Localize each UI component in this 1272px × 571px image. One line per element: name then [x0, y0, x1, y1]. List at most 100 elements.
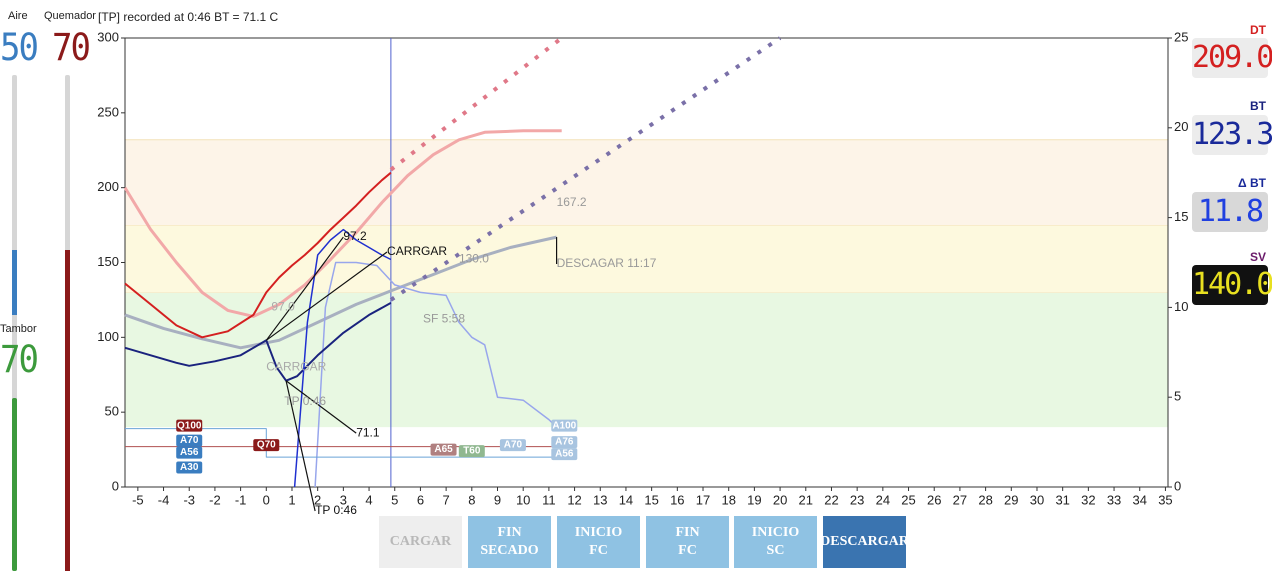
button-label: SECADO: [480, 543, 539, 558]
x-tick-label: 32: [1081, 492, 1095, 507]
event-tag: [176, 446, 203, 459]
button-label: CARGAR: [389, 534, 452, 549]
x-tick-label: 3: [340, 492, 347, 507]
readout-label: BT: [1250, 99, 1266, 113]
event-tag: [176, 419, 203, 432]
y2-tick-label: 20: [1174, 119, 1188, 134]
x-tick-label: 21: [799, 492, 813, 507]
button-label: FIN: [675, 525, 700, 540]
x-tick-label: 0: [263, 492, 270, 507]
readout-value: 11.8: [1192, 192, 1268, 232]
x-tick-label: 35: [1158, 492, 1172, 507]
x-tick-label: 18: [721, 492, 735, 507]
y-tick-label: 50: [105, 404, 119, 419]
y-tick-label: 0: [112, 478, 119, 493]
x-tick-label: -2: [209, 492, 221, 507]
button-label: SC: [766, 543, 785, 558]
x-tick-label: 26: [927, 492, 941, 507]
phase-band: [125, 292, 1168, 428]
curve: [389, 36, 782, 302]
event-tag-label: Q100: [177, 420, 202, 431]
x-tick-label: 5: [391, 492, 398, 507]
button-label: FC: [589, 543, 608, 558]
event-tag: [551, 436, 578, 449]
event-button[interactable]: INICIO SC: [734, 516, 817, 568]
slider-label: Quemador: [44, 10, 96, 22]
annotation: CARRGAR: [387, 244, 447, 258]
annotation: CARRGAR: [266, 359, 326, 373]
y2-tick-label: 0: [1174, 478, 1181, 493]
x-tick-label: 22: [824, 492, 838, 507]
curve: [314, 261, 558, 488]
annotation: 97.0: [271, 300, 295, 314]
y2-tick-label: 25: [1174, 29, 1188, 44]
event-tag: [430, 443, 457, 456]
event-tag: [551, 419, 578, 432]
event-button: CARGAR: [379, 516, 462, 568]
event-tag-label: A56: [555, 449, 574, 460]
x-tick-label: 1: [288, 492, 295, 507]
x-tick-label: 9: [494, 492, 501, 507]
x-tick-label: 24: [876, 492, 890, 507]
curve: [124, 235, 557, 350]
annotation: 97.2: [343, 229, 367, 243]
event-tag: [499, 439, 526, 452]
event-button[interactable]: DESCARGAR: [820, 516, 909, 568]
x-tick-label: -3: [183, 492, 195, 507]
x-tick-label: 25: [901, 492, 915, 507]
slider-track[interactable]: [12, 75, 17, 571]
event-tag: [253, 439, 280, 452]
annotation: TP 0:46: [284, 394, 326, 408]
x-tick-label: 2: [314, 492, 321, 507]
x-tick-label: 16: [670, 492, 684, 507]
annotation: DESCAGAR 11:17: [557, 256, 657, 270]
x-tick-label: -4: [158, 492, 170, 507]
x-tick-label: 19: [747, 492, 761, 507]
event-button[interactable]: FIN FC: [646, 516, 729, 568]
status-message: [TP] recorded at 0:46 BT = 71.1 C: [98, 10, 279, 24]
leader-line: [265, 236, 344, 341]
annotation: 130.0: [459, 252, 489, 266]
leader-line: [285, 380, 357, 434]
button-label: INICIO: [574, 525, 623, 540]
x-tick-label: 8: [468, 492, 475, 507]
x-tick-label: 23: [850, 492, 864, 507]
event-tag-label: A70: [504, 440, 523, 451]
x-tick-label: 12: [567, 492, 581, 507]
x-tick-label: 34: [1133, 492, 1147, 507]
event-button[interactable]: FIN SECADO: [468, 516, 551, 568]
annotation: 71.1: [356, 425, 380, 439]
slider-track[interactable]: [12, 398, 17, 571]
annotation: TP 0:46: [315, 503, 357, 517]
x-tick-label: 33: [1107, 492, 1121, 507]
slider-value: 70: [52, 26, 91, 70]
x-tick-label: 4: [365, 492, 372, 507]
slider-fill: [65, 250, 70, 571]
slider-label: Aire: [8, 10, 28, 22]
button-label: FC: [678, 543, 697, 558]
x-tick-label: 6: [417, 492, 424, 507]
x-tick-label: 13: [593, 492, 607, 507]
slider-fill: [12, 250, 17, 315]
readout-value: 140.0: [1192, 265, 1272, 305]
event-tag-label: A30: [180, 462, 199, 473]
x-tick-label: 11: [542, 492, 556, 507]
curve: [293, 228, 392, 488]
event-tag-label: T60: [463, 446, 481, 457]
slider-value: 70: [0, 338, 39, 382]
slider-label: Tambor: [0, 323, 37, 335]
button-label: FIN: [497, 525, 522, 540]
event-tag-label: A100: [552, 420, 576, 431]
y2-tick-label: 5: [1174, 389, 1181, 404]
x-tick-label: 20: [773, 492, 787, 507]
event-button[interactable]: INICIO FC: [557, 516, 640, 568]
button-label: DESCARGAR: [820, 534, 909, 549]
annotation: SF 5:58: [423, 312, 465, 326]
x-tick-label: 30: [1030, 492, 1044, 507]
slider-value: 50: [0, 26, 39, 70]
x-tick-label: 28: [978, 492, 992, 507]
y-tick-label: 250: [97, 104, 119, 119]
readout-value: 123.3: [1192, 115, 1272, 155]
